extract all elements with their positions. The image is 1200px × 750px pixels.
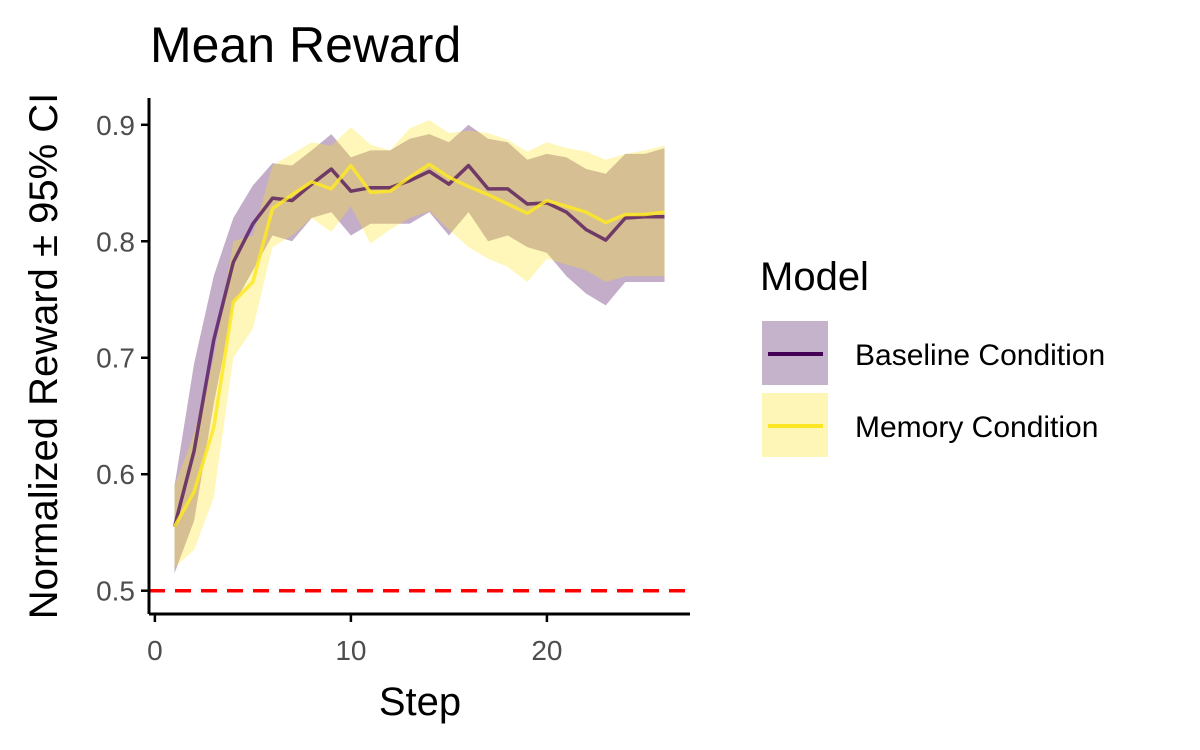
y-tick-label: 0.9 (96, 110, 135, 141)
ci-band-memory (174, 120, 665, 568)
y-tick-label: 0.6 (96, 459, 135, 490)
y-ticks: 0.5 0.6 0.7 0.8 0.9 (96, 110, 149, 607)
legend-label-baseline: Baseline Condition (855, 339, 1105, 372)
axes: 0.5 0.6 0.7 0.8 0.9 0 10 20 (96, 98, 690, 666)
legend-label-memory: Memory Condition (855, 411, 1098, 444)
legend: Model Baseline Condition Memory Conditio… (760, 255, 1105, 457)
x-tick-label: 0 (147, 635, 163, 666)
series-line-memory (172, 162, 665, 528)
legend-item-memory: Memory Condition (762, 393, 1098, 457)
chart-title: Mean Reward (150, 17, 461, 73)
legend-item-baseline: Baseline Condition (762, 321, 1105, 385)
legend-title: Model (760, 255, 869, 299)
ci-bands (174, 120, 665, 574)
x-tick-label: 10 (335, 635, 366, 666)
x-ticks: 0 10 20 (147, 614, 562, 666)
ci-band-baseline (174, 124, 665, 574)
y-tick-label: 0.5 (96, 576, 135, 607)
y-axis-title: Normalized Reward ± 95% CI (22, 93, 66, 620)
series-lines (172, 162, 665, 528)
y-tick-label: 0.7 (96, 343, 135, 374)
x-tick-label: 20 (531, 635, 562, 666)
x-axis-title: Step (379, 680, 461, 724)
plot-area (149, 120, 690, 593)
series-line-baseline (172, 163, 665, 528)
y-tick-label: 0.8 (96, 226, 135, 257)
